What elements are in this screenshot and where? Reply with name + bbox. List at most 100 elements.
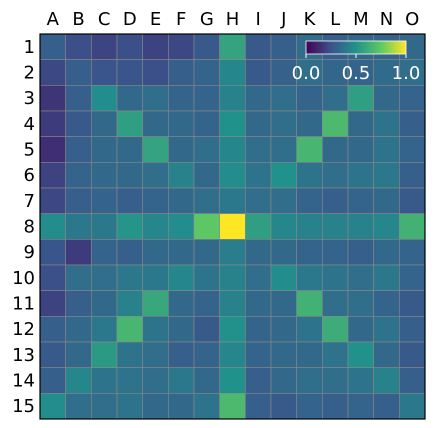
heatmap-cell-7-A — [39, 187, 66, 214]
heatmap-cell-13-B — [65, 341, 92, 368]
heatmap-cell-10-D — [116, 264, 143, 291]
y-tick-label: 1 — [24, 37, 35, 58]
heatmap-cell-3-H — [219, 85, 246, 112]
heatmap-cell-9-I — [245, 239, 272, 266]
heatmap-cell-2-G — [193, 59, 220, 86]
heatmap-cell-3-N — [373, 85, 400, 112]
x-tick-label: L — [330, 9, 340, 30]
heatmap-cell-2-A — [39, 59, 66, 86]
heatmap-cell-14-K — [296, 367, 323, 394]
heatmap-cell-3-G — [193, 85, 220, 112]
heatmap-cell-7-I — [245, 187, 272, 214]
heatmap-cell-3-C — [91, 85, 118, 112]
heatmap-cell-12-F — [168, 316, 195, 343]
heatmap-cell-14-C — [91, 367, 118, 394]
y-tick-label: 13 — [12, 345, 35, 366]
x-tick-label: A — [47, 9, 60, 30]
heatmap-cell-15-M — [347, 393, 374, 420]
heatmap-cell-12-K — [296, 316, 323, 343]
heatmap-cell-11-K — [296, 290, 323, 317]
heatmap-cell-7-J — [270, 187, 297, 214]
y-tick-label: 5 — [24, 140, 35, 161]
heatmap-cell-3-B — [65, 85, 92, 112]
heatmap-cell-7-O — [399, 187, 426, 214]
heatmap-cell-14-M — [347, 367, 374, 394]
heatmap-cell-14-I — [245, 367, 272, 394]
heatmap-cell-3-E — [142, 85, 169, 112]
heatmap-cell-3-M — [347, 85, 374, 112]
heatmap-cell-11-E — [142, 290, 169, 317]
heatmap-cell-13-G — [193, 341, 220, 368]
heatmap-cell-11-F — [168, 290, 195, 317]
heatmap-cell-8-O — [399, 213, 426, 240]
heatmap-cell-13-K — [296, 341, 323, 368]
heatmap-cell-7-D — [116, 187, 143, 214]
heatmap-cell-13-M — [347, 341, 374, 368]
heatmap-cell-10-I — [245, 264, 272, 291]
heatmap-cell-10-H — [219, 264, 246, 291]
heatmap-cell-10-F — [168, 264, 195, 291]
heatmap-cell-9-K — [296, 239, 323, 266]
heatmap-cell-9-F — [168, 239, 195, 266]
heatmap-cell-5-B — [65, 136, 92, 163]
heatmap-cell-6-G — [193, 162, 220, 189]
heatmap-cell-5-O — [399, 136, 426, 163]
heatmap-cell-12-L — [322, 316, 349, 343]
heatmap-cell-7-F — [168, 187, 195, 214]
y-tick-label: 15 — [12, 396, 35, 417]
heatmap-cell-3-K — [296, 85, 323, 112]
y-tick-label: 12 — [12, 319, 35, 340]
heatmap-cell-15-A — [39, 393, 66, 420]
heatmap-cell-4-A — [39, 110, 66, 137]
heatmap-cell-10-A — [39, 264, 66, 291]
heatmap-cell-1-C — [91, 33, 118, 60]
heatmap-cell-6-O — [399, 162, 426, 189]
heatmap-cell-1-B — [65, 33, 92, 60]
heatmap-cell-5-D — [116, 136, 143, 163]
heatmap-cell-8-G — [193, 213, 220, 240]
heatmap-cell-11-I — [245, 290, 272, 317]
heatmap-cell-4-F — [168, 110, 195, 137]
heatmap-cell-5-J — [270, 136, 297, 163]
heatmap-cell-4-H — [219, 110, 246, 137]
heatmap-cell-15-O — [399, 393, 426, 420]
colorbar-gradient — [305, 40, 407, 55]
heatmap-cell-10-E — [142, 264, 169, 291]
heatmap-cell-9-M — [347, 239, 374, 266]
heatmap-cell-14-E — [142, 367, 169, 394]
heatmap-cell-6-N — [373, 162, 400, 189]
heatmap-cell-11-A — [39, 290, 66, 317]
heatmap-cell-13-O — [399, 341, 426, 368]
heatmap-cell-9-E — [142, 239, 169, 266]
heatmap-cell-4-J — [270, 110, 297, 137]
heatmap-cell-9-O — [399, 239, 426, 266]
heatmap-cell-2-C — [91, 59, 118, 86]
heatmap-cell-11-L — [322, 290, 349, 317]
x-tick-label: M — [353, 9, 369, 30]
colorbar-tick-label: 0.0 — [292, 63, 321, 84]
heatmap-cell-4-B — [65, 110, 92, 137]
heatmap-cell-14-D — [116, 367, 143, 394]
heatmap-cell-8-N — [373, 213, 400, 240]
heatmap-cell-4-L — [322, 110, 349, 137]
heatmap-cell-8-A — [39, 213, 66, 240]
heatmap-cell-4-E — [142, 110, 169, 137]
heatmap-cell-15-D — [116, 393, 143, 420]
y-tick-label: 10 — [12, 268, 35, 289]
heatmap-cell-5-K — [296, 136, 323, 163]
heatmap-cell-5-F — [168, 136, 195, 163]
heatmap-cell-11-C — [91, 290, 118, 317]
heatmap-cell-4-K — [296, 110, 323, 137]
heatmap-cell-2-I — [245, 59, 272, 86]
heatmap-cell-12-O — [399, 316, 426, 343]
heatmap-cell-4-M — [347, 110, 374, 137]
heatmap-cell-8-H — [219, 213, 246, 240]
heatmap-cell-11-D — [116, 290, 143, 317]
heatmap-cell-4-D — [116, 110, 143, 137]
heatmap-cell-5-I — [245, 136, 272, 163]
heatmap-cell-11-M — [347, 290, 374, 317]
heatmap-cell-11-H — [219, 290, 246, 317]
heatmap-cell-10-B — [65, 264, 92, 291]
x-tick-label: K — [304, 9, 317, 30]
